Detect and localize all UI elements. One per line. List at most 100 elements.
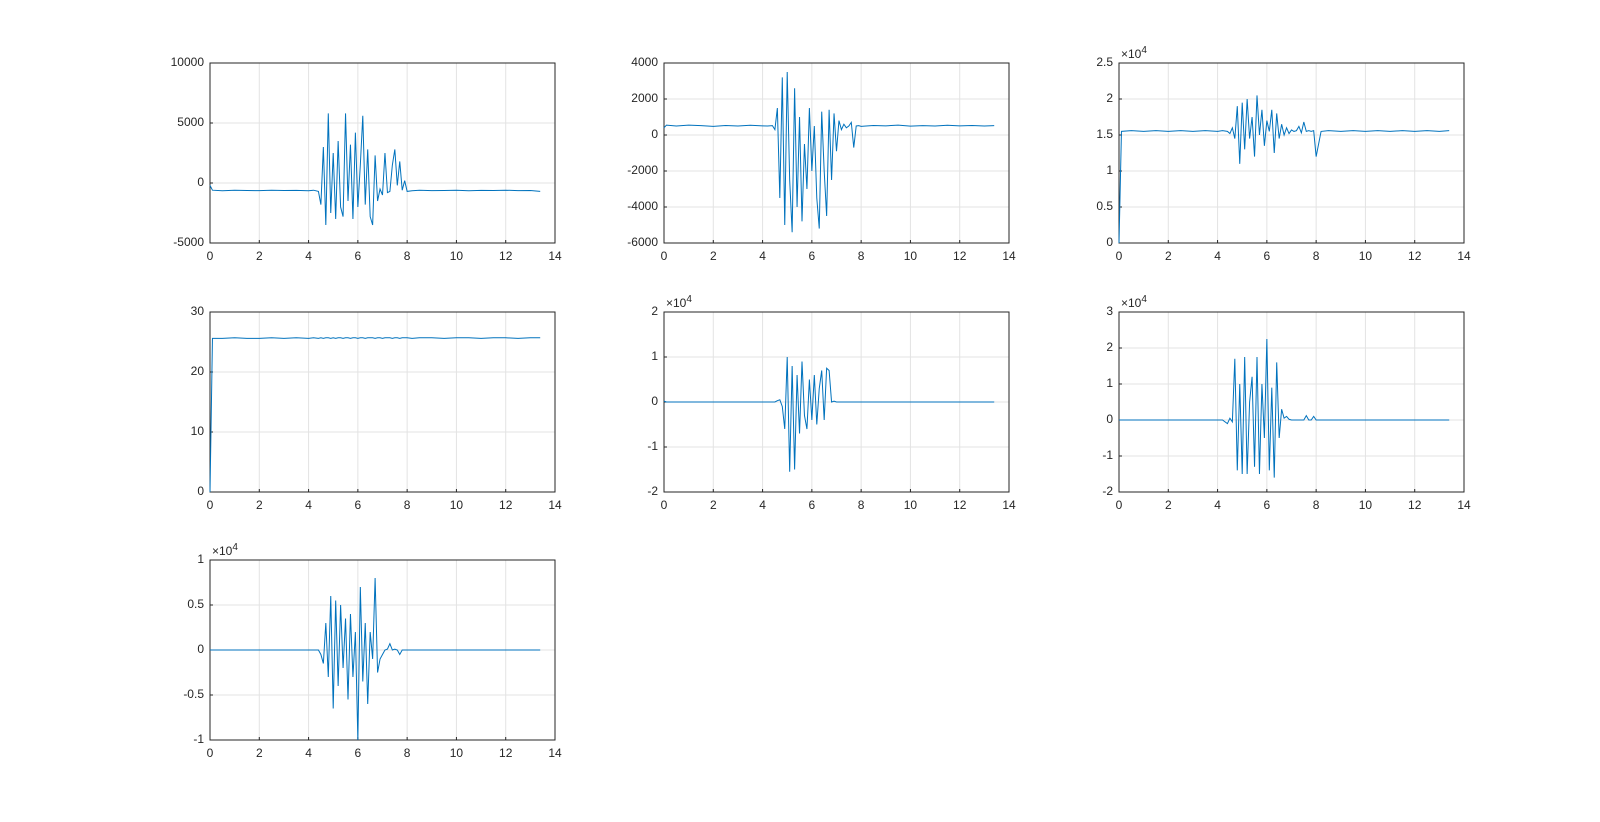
x-tick-label: 6	[355, 746, 362, 760]
y-tick-label: -2	[1102, 484, 1113, 498]
x-tick-label: 6	[1264, 249, 1271, 263]
x-tick-label: 12	[953, 249, 967, 263]
x-tick-label: 2	[256, 498, 263, 512]
axes-box	[1118, 311, 1465, 493]
x-tick-label: 8	[1313, 498, 1320, 512]
y-tick-label: 1	[197, 552, 204, 566]
multiplier-power: 4	[1141, 294, 1147, 305]
x-tick-label: 14	[548, 249, 562, 263]
y-tick-label: -2	[647, 484, 658, 498]
x-tick-label: 14	[1002, 498, 1016, 512]
x-tick-label: 8	[858, 498, 865, 512]
y-tick-label: -0.5	[183, 687, 204, 701]
y-tick-label: 0	[651, 394, 658, 408]
data-line	[209, 113, 541, 226]
x-tick-label: 14	[1457, 498, 1471, 512]
multiplier-base: ×10	[666, 296, 687, 310]
y-tick-label: 2	[651, 304, 658, 318]
x-tick-label: 8	[404, 249, 411, 263]
y-tick-label: 0	[651, 127, 658, 141]
x-tick-label: 0	[1116, 498, 1123, 512]
x-tick-label: 8	[858, 249, 865, 263]
y-tick-label: 2	[1106, 340, 1113, 354]
x-tick-label: 4	[305, 249, 312, 263]
plot-area	[1119, 312, 1464, 492]
x-tick-label: 12	[1408, 249, 1422, 263]
y-tick-label: 20	[191, 364, 205, 378]
axes-box	[209, 62, 556, 244]
y-tick-label: 10	[191, 424, 205, 438]
plot-area	[210, 312, 555, 492]
axes-box	[663, 62, 1010, 244]
y-tick-label: -5000	[173, 235, 204, 249]
x-tick-label: 10	[450, 498, 464, 512]
x-tick-label: 6	[355, 249, 362, 263]
y-tick-label: 5000	[177, 115, 204, 129]
x-tick-label: 2	[256, 746, 263, 760]
y-tick-label: 1	[651, 349, 658, 363]
x-tick-label: 4	[1214, 498, 1221, 512]
y-tick-label: -1	[647, 439, 658, 453]
y-tick-label: 1	[1106, 163, 1113, 177]
data-line	[663, 356, 995, 472]
x-tick-label: 12	[499, 746, 513, 760]
y-tick-label: 0.5	[1096, 199, 1113, 213]
x-tick-label: 12	[1408, 498, 1422, 512]
x-tick-label: 2	[1165, 249, 1172, 263]
multiplier-base: ×10	[212, 544, 233, 558]
x-tick-label: 10	[450, 746, 464, 760]
y-tick-label: 30	[191, 304, 205, 318]
y-tick-label: 2000	[631, 91, 658, 105]
x-tick-label: 4	[759, 249, 766, 263]
subplot: 0 2 4 6 8 10 12 14 -6000 -4000 -2000 0 2000 4000	[627, 55, 1016, 263]
axes-box	[209, 311, 556, 493]
y-tick-label: -1	[1102, 448, 1113, 462]
x-tick-label: 6	[355, 498, 362, 512]
x-tick-label: 2	[710, 249, 717, 263]
x-tick-label: 0	[661, 249, 668, 263]
x-tick-label: 14	[548, 746, 562, 760]
x-tick-label: 10	[1359, 498, 1373, 512]
x-tick-label: 12	[953, 498, 967, 512]
x-tick-label: 12	[499, 249, 513, 263]
y-tick-label: 0	[1106, 235, 1113, 249]
plot-area	[1119, 63, 1464, 243]
x-tick-label: 0	[207, 249, 214, 263]
y-tick-label: 4000	[631, 55, 658, 69]
multiplier-base: ×10	[1121, 296, 1142, 310]
x-tick-label: 0	[207, 498, 214, 512]
x-tick-label: 2	[1165, 498, 1172, 512]
y-tick-label: 0	[1106, 412, 1113, 426]
x-tick-label: 4	[759, 498, 766, 512]
plot-area	[210, 63, 555, 243]
x-tick-label: 12	[499, 498, 513, 512]
data-line	[663, 71, 995, 233]
y-tick-label: 2	[1106, 91, 1113, 105]
x-tick-label: 10	[904, 249, 918, 263]
x-tick-label: 0	[1116, 249, 1123, 263]
y-tick-label: 10000	[171, 55, 205, 69]
multiplier-power: 4	[1141, 45, 1147, 56]
x-tick-label: 0	[661, 498, 668, 512]
multiplier-base: ×10	[1121, 47, 1142, 61]
x-tick-label: 10	[904, 498, 918, 512]
x-tick-label: 0	[207, 746, 214, 760]
x-tick-label: 2	[256, 249, 263, 263]
x-tick-label: 14	[1002, 249, 1016, 263]
data-line	[209, 337, 541, 493]
x-tick-label: 14	[548, 498, 562, 512]
y-multiplier: ×104	[212, 542, 238, 559]
x-tick-label: 6	[809, 498, 816, 512]
x-tick-label: 10	[450, 249, 464, 263]
x-tick-label: 10	[1359, 249, 1373, 263]
axes-box	[1118, 62, 1465, 244]
x-tick-label: 14	[1457, 249, 1471, 263]
y-multiplier: ×104	[666, 294, 692, 311]
plot-area	[664, 63, 1009, 243]
x-tick-label: 6	[809, 249, 816, 263]
